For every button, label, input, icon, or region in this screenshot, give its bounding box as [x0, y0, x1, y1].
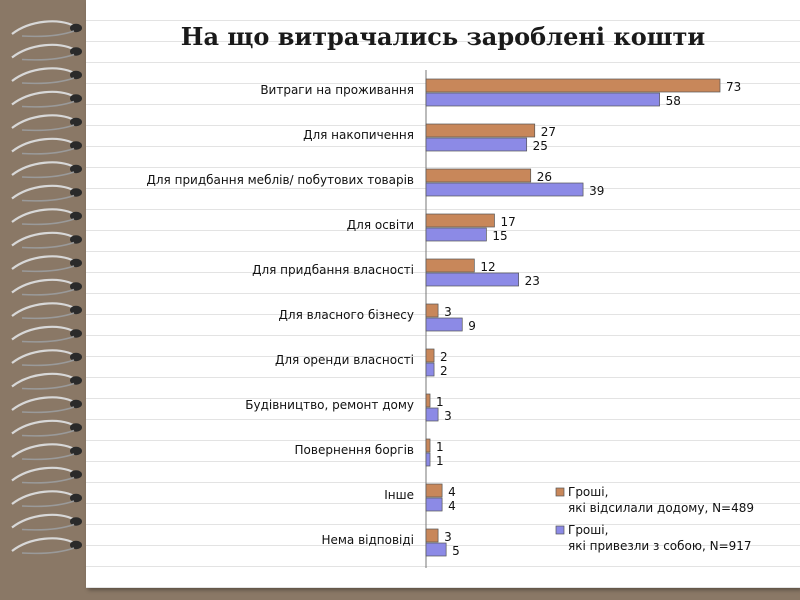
spiral-ring [11, 325, 82, 343]
data-label: 2 [440, 364, 448, 378]
category-label: Для накопичення [303, 128, 414, 142]
data-label: 58 [666, 94, 681, 108]
data-label: 1 [436, 395, 444, 409]
category-label: Для оренди власності [275, 353, 414, 367]
data-label: 73 [726, 80, 741, 94]
legend-label: Гроші, [568, 485, 608, 499]
legend-swatch [555, 487, 565, 497]
data-label: 3 [444, 305, 452, 319]
data-label: 2 [440, 350, 448, 364]
spiral-ring [11, 20, 82, 38]
bar-sent-home [425, 123, 536, 138]
category-label: Нема відповіді [321, 533, 414, 547]
data-label: 3 [444, 530, 452, 544]
data-label: 1 [436, 440, 444, 454]
bar-brought-back [425, 92, 660, 107]
bar-sent-home [425, 258, 475, 273]
spiral-ring [11, 302, 82, 320]
spiral-ring [11, 184, 82, 202]
bar-brought-back [425, 497, 443, 512]
category-label: Повернення боргів [295, 443, 414, 457]
data-label: 27 [541, 125, 556, 139]
bar-brought-back [425, 182, 584, 197]
bar-brought-back [425, 137, 528, 152]
data-label: 4 [448, 499, 456, 513]
bar-sent-home [425, 393, 431, 408]
category-label: Витраги на проживання [260, 83, 414, 97]
spiral-ring [11, 161, 82, 179]
spiral-ring [11, 537, 82, 555]
data-label: 25 [533, 139, 548, 153]
spiral-ring [11, 513, 82, 531]
bar-sent-home [425, 438, 431, 453]
bar-brought-back [425, 407, 439, 422]
category-label: Інше [384, 488, 414, 502]
data-label: 1 [436, 454, 444, 468]
bar-sent-home [425, 348, 435, 363]
chart-title: На що витрачались зароблені кошти [180, 22, 706, 51]
bar-sent-home [425, 213, 495, 228]
bar-sent-home [425, 303, 439, 318]
spiral-ring [11, 372, 82, 390]
category-label: Для придбання власності [252, 263, 414, 277]
bar-sent-home [425, 483, 443, 498]
spiral-ring [11, 278, 82, 296]
bar-brought-back [425, 452, 431, 467]
spiral-ring [11, 419, 82, 437]
bar-sent-home [425, 78, 721, 93]
data-label: 26 [537, 170, 552, 184]
bar-brought-back [425, 227, 487, 242]
spiral-ring [11, 231, 82, 249]
category-label: Будівництво, ремонт дому [245, 398, 414, 412]
spiral-ring [11, 396, 82, 414]
data-label: 4 [448, 485, 456, 499]
legend-label: які відсилали додому, N=489 [568, 501, 754, 515]
legend-label: які привезли з собою, N=917 [568, 539, 752, 553]
legend-label: Гроші, [568, 523, 608, 537]
data-label: 5 [452, 544, 460, 558]
spiral-ring [11, 466, 82, 484]
bar-brought-back [425, 317, 463, 332]
legend-swatch [555, 525, 565, 535]
bar-sent-home [425, 528, 439, 543]
spiral-ring [11, 137, 82, 155]
spiral-ring [11, 255, 82, 273]
spiral-ring [11, 67, 82, 85]
bar-brought-back [425, 542, 447, 557]
data-label: 23 [525, 274, 540, 288]
bar-brought-back [425, 362, 435, 377]
data-label: 15 [492, 229, 507, 243]
spiral-ring [11, 43, 82, 61]
data-label: 17 [500, 215, 515, 229]
spiral-ring [11, 90, 82, 108]
spiral-ring [11, 349, 82, 367]
data-label: 9 [468, 319, 476, 333]
bar-sent-home [425, 168, 532, 183]
spiral-binding [11, 20, 82, 555]
data-label: 39 [589, 184, 604, 198]
category-label: Для освіти [347, 218, 414, 232]
spiral-ring [11, 208, 82, 226]
spiral-ring [11, 114, 82, 132]
category-label: Для придбання меблів/ побутових товарів [147, 173, 414, 187]
spiral-ring [11, 490, 82, 508]
bar-brought-back [425, 272, 519, 287]
data-label: 3 [444, 409, 452, 423]
data-label: 12 [480, 260, 495, 274]
category-label: Для власного бізнесу [279, 308, 414, 322]
spiral-ring [11, 443, 82, 461]
